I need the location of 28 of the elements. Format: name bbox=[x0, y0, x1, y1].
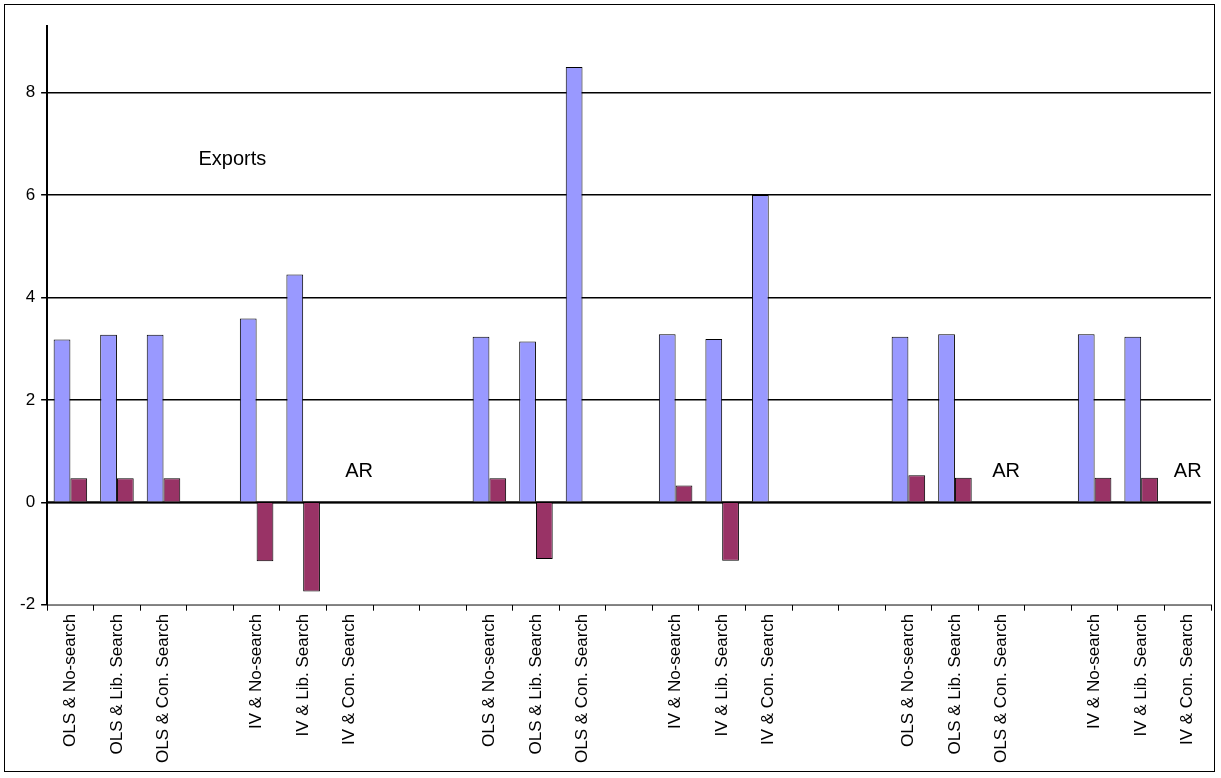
annotation: AR bbox=[992, 459, 1021, 482]
x-tick-label: OLS & Con. Search bbox=[572, 613, 592, 764]
x-tick-label: OLS & No-search bbox=[898, 613, 918, 747]
x-tick-label: IV & No-search bbox=[1084, 613, 1104, 729]
x-tick-label: OLS & Lib. Search bbox=[106, 613, 126, 755]
x-tick-label: IV & Con. Search bbox=[758, 613, 778, 746]
x-tick-label: OLS & Con. Search bbox=[153, 613, 173, 764]
y-tick-label: 4 bbox=[25, 287, 36, 307]
x-tick-label: IV & No-search bbox=[246, 613, 266, 729]
x-tick-label: OLS & Lib. Search bbox=[525, 613, 545, 755]
y-tick-label: 6 bbox=[25, 184, 36, 204]
y-tick-label: -2 bbox=[19, 594, 36, 614]
x-tick-label: IV & Con. Search bbox=[339, 613, 359, 746]
x-tick-label: IV & Lib. Search bbox=[292, 613, 312, 737]
x-tick-label: IV & Lib. Search bbox=[711, 613, 731, 737]
annotation: Exports bbox=[198, 146, 267, 169]
x-tick-label: IV & Lib. Search bbox=[1130, 613, 1150, 737]
x-tick-label: IV & Con. Search bbox=[1177, 613, 1197, 746]
x-tick-label: OLS & Con. Search bbox=[991, 613, 1011, 764]
y-tick-label: 2 bbox=[25, 389, 36, 409]
x-tick-label: IV & No-search bbox=[665, 613, 685, 729]
annotation: AR bbox=[1173, 459, 1202, 482]
y-tick-label: 0 bbox=[25, 491, 36, 511]
x-tick-label: OLS & No-search bbox=[479, 613, 499, 747]
x-tick-label: OLS & Lib. Search bbox=[944, 613, 964, 755]
annotation: AR bbox=[345, 459, 373, 482]
x-tick-label: OLS & No-search bbox=[60, 613, 80, 747]
y-tick-label: 8 bbox=[25, 82, 36, 102]
